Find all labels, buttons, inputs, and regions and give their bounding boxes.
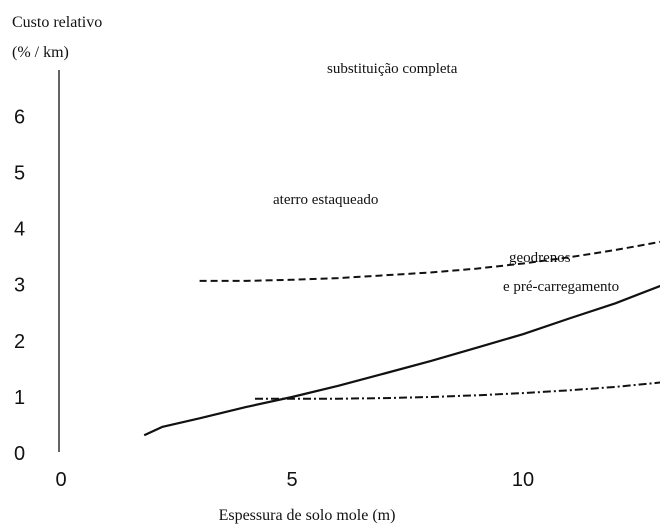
x-tick-label: 10 [512,469,534,491]
y-tick-label: 6 [14,106,25,128]
annotation-label: aterro estaqueado [273,192,378,208]
annotation-label-line2: e pré-carregamento [503,279,619,295]
series-line-2 [255,381,660,400]
y-tick-label: 5 [14,163,25,185]
x-axis-label: Espessura de solo mole (m) [219,507,396,524]
series-line-0 [143,284,660,437]
x-tick-label: 5 [286,469,297,491]
y-tick-label: 0 [14,443,25,465]
y-tick-label: 4 [14,219,25,241]
annotations: substituição completa aterro estaqueado ge… [273,61,619,295]
x-tick-labels: 05101520 [55,469,534,491]
y-tick-labels: 0 1 2 3 4 5 6 [14,106,25,465]
annotation-label: geodrenos [509,250,571,266]
series-lines [143,240,660,437]
y-tick-label: 1 [14,387,25,409]
y-tick-label: 2 [14,331,25,353]
annotation-label: substituição completa [327,61,458,77]
x-tick-label: 0 [55,469,66,491]
y-tick-label: 3 [14,275,25,297]
y-axis-label-line1: Custo relativo [12,14,102,31]
series-line-1 [199,240,660,282]
y-axis-label-line2: (% / km) [12,44,69,61]
